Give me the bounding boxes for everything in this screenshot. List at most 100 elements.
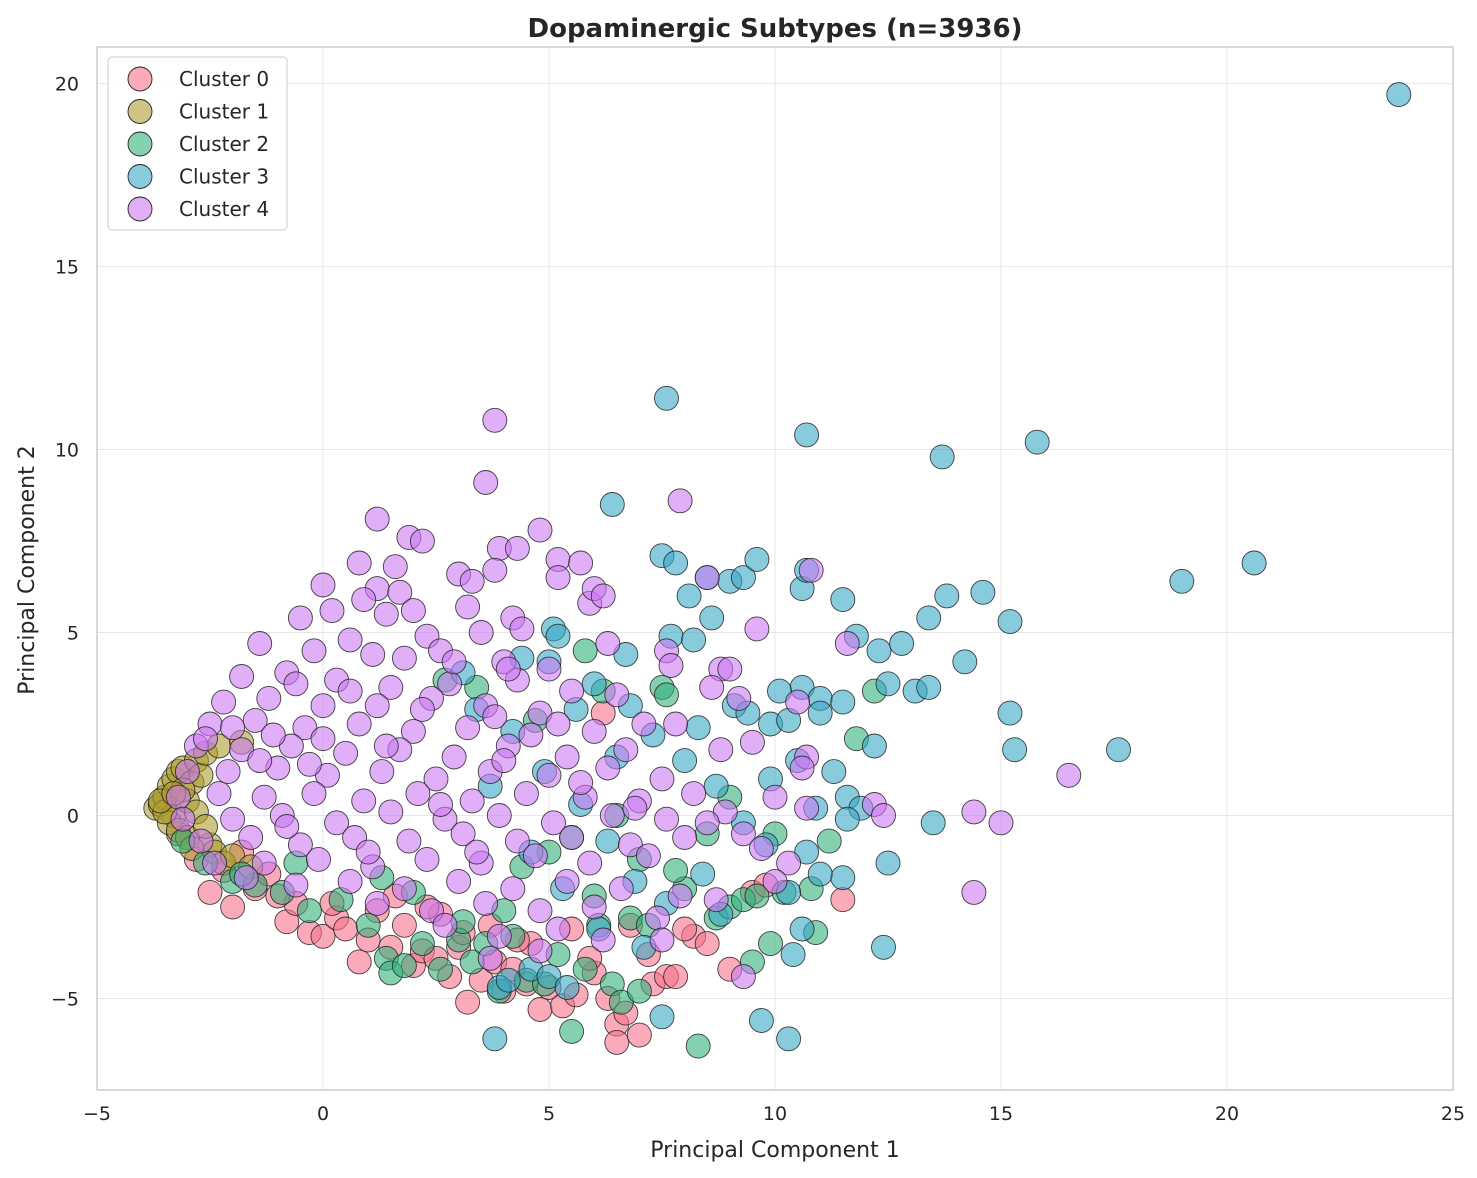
data-point <box>667 488 693 514</box>
data-point <box>1024 429 1050 455</box>
data-point <box>315 762 340 788</box>
data-point <box>409 528 435 554</box>
data-point <box>649 1004 675 1030</box>
data-point <box>373 733 399 759</box>
data-point <box>816 828 842 854</box>
data-point <box>690 861 716 887</box>
data-point <box>310 726 336 752</box>
x-axis-label: Principal Component 1 <box>650 1138 899 1163</box>
data-point <box>554 975 580 1000</box>
data-point <box>545 565 571 591</box>
data-point <box>527 517 553 543</box>
data-point <box>459 788 485 814</box>
data-point <box>360 642 386 667</box>
data-point <box>409 931 435 957</box>
data-point <box>251 784 277 810</box>
x-tick-label: 0 <box>317 1103 329 1125</box>
legend-marker <box>127 131 153 157</box>
data-point <box>400 598 426 624</box>
data-point <box>568 770 594 796</box>
data-point <box>378 674 404 700</box>
data-point <box>287 832 313 858</box>
data-point <box>278 733 304 759</box>
data-point <box>229 737 255 763</box>
data-point <box>744 883 770 909</box>
data-point <box>491 748 517 774</box>
legend-marker <box>127 196 153 222</box>
data-point <box>577 850 603 876</box>
data-point <box>703 887 729 913</box>
data-point <box>382 554 408 580</box>
data-point <box>193 726 218 752</box>
data-point <box>428 792 453 817</box>
data-point <box>310 693 336 719</box>
data-point <box>758 931 783 957</box>
data-point <box>776 1026 802 1052</box>
x-tick-label: 5 <box>543 1103 555 1125</box>
data-point <box>590 583 616 609</box>
data-point <box>572 638 598 664</box>
data-point <box>215 759 241 785</box>
data-points <box>143 82 1412 1059</box>
data-point <box>821 759 847 785</box>
legend-label: Cluster 0 <box>179 67 269 91</box>
data-point <box>730 964 756 990</box>
data-point <box>495 656 521 682</box>
data-point <box>206 781 232 807</box>
data-point <box>197 879 223 905</box>
data-point <box>238 825 264 850</box>
data-point <box>608 989 634 1015</box>
data-point <box>1241 550 1267 576</box>
data-point <box>441 744 467 770</box>
data-point <box>170 806 196 832</box>
data-point <box>473 890 499 916</box>
data-point <box>455 715 481 741</box>
grid <box>96 47 1454 1090</box>
data-point <box>708 737 734 763</box>
data-point <box>486 923 512 949</box>
data-point <box>1169 568 1195 594</box>
data-point <box>703 773 729 799</box>
y-axis-ticks: −5 0 5 10 15 20 <box>51 74 79 1011</box>
data-point <box>536 964 562 990</box>
data-point <box>875 850 901 876</box>
y-tick-label: 0 <box>67 806 79 828</box>
data-point <box>296 751 322 777</box>
data-point <box>604 1029 630 1055</box>
data-point <box>663 964 689 990</box>
data-point <box>364 506 390 532</box>
data-point <box>355 839 381 865</box>
data-point <box>581 671 607 697</box>
data-point <box>916 605 942 631</box>
data-point <box>798 557 824 583</box>
data-point <box>861 733 887 759</box>
data-point <box>785 689 811 715</box>
data-point <box>504 535 530 561</box>
legend-label: Cluster 3 <box>179 165 269 189</box>
data-point <box>830 587 856 613</box>
data-point <box>428 956 453 982</box>
data-point <box>961 799 987 825</box>
data-point <box>626 1022 652 1048</box>
data-point <box>409 696 435 722</box>
data-point <box>830 865 856 891</box>
data-point <box>527 938 553 964</box>
data-point <box>920 810 946 836</box>
data-point <box>301 781 327 807</box>
data-point <box>333 740 359 766</box>
data-point <box>997 609 1023 635</box>
data-point <box>866 638 892 664</box>
data-point <box>486 803 512 828</box>
data-point <box>631 711 657 737</box>
data-point <box>513 781 539 807</box>
data-point <box>211 689 237 715</box>
data-point <box>559 825 585 850</box>
data-point <box>391 876 417 902</box>
data-point <box>681 781 707 807</box>
data-point <box>581 718 607 744</box>
data-point <box>396 828 422 854</box>
data-point <box>645 905 670 931</box>
data-point <box>871 934 896 960</box>
data-point <box>595 828 621 854</box>
data-point <box>242 707 268 733</box>
